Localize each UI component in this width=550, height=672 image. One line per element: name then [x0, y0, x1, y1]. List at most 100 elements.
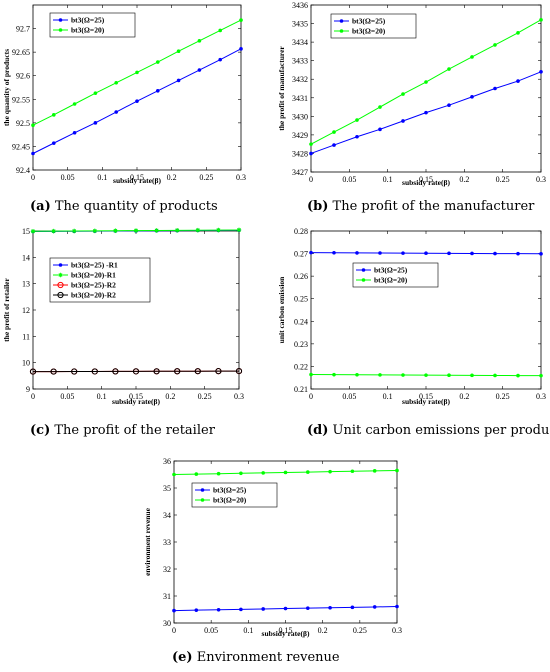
chart-e-series-0-point: [194, 608, 199, 612]
chart-a-series-0-point: [52, 141, 56, 145]
chart-d-ylabel: unit carbon emission: [277, 276, 286, 344]
chart-c-legend-marker: [58, 272, 63, 278]
chart-c-series-1-point: [174, 228, 180, 233]
chart-c-series-3-point: [50, 368, 57, 375]
chart-c-series-1-point: [236, 227, 242, 233]
chart-d-series-1-point: [401, 373, 405, 377]
chart-panel-d: 0 0.05 0.1 0.15 0.2 0.25 0.3 0.21 0.22 0.23 0.24 0.…: [275, 226, 550, 446]
chart-b-legend-label: bt3(Ω=20): [352, 27, 386, 36]
chart-d-series-1-point: [332, 372, 336, 377]
chart-b-legend-marker: [339, 19, 344, 23]
chart-e-legend-label: bt3(Ω=25): [213, 486, 247, 495]
chart-e-series-0-point: [328, 605, 332, 610]
chart-c-xtick-label: 0.1: [97, 392, 107, 401]
chart-d-plot: 0 0.05 0.1 0.15 0.2 0.25 0.3 0.21 0.22 0.23 0.24 0.…: [277, 227, 546, 406]
chart-d-series-1-point: [447, 373, 451, 378]
chart-b-series-0-point: [516, 79, 520, 83]
chart-d-ytick-label: 0.24: [294, 317, 308, 326]
chart-c-series-1-point: [133, 228, 139, 233]
chart-c-series-3-point: [29, 368, 37, 375]
chart-e-ytick-label: 33: [163, 538, 171, 547]
chart-e-series-0-point: [239, 607, 243, 612]
chart-a-plot: 0 0.05 0.1 0.15 0.2 0.25 0.3 92.4 92.45 92.5 92.55…: [2, 4, 246, 185]
chart-c-frame: [32, 230, 240, 390]
chart-d-series-0-point: [424, 251, 428, 256]
chart-b-series-0-point: [493, 86, 497, 91]
chart-d-ytick-label: 0.26: [294, 272, 308, 281]
chart-d-series-0-point: [332, 250, 336, 255]
chart-e-series-1-point: [395, 468, 399, 473]
chart-e-xtick-label: 0.1: [243, 626, 253, 635]
chart-e-caption-letter: (e): [172, 650, 193, 665]
chart-a-legend-marker: [58, 18, 63, 22]
chart-d-ytick-label: 0.28: [294, 227, 308, 236]
chart-a-ytick-label: 92.5: [16, 119, 30, 128]
chart-c-caption: (c) The profit of the retailer: [30, 423, 215, 438]
chart-c-legend-label: bt3(Ω=20)-R2: [71, 291, 116, 300]
chart-b-series-0-point: [355, 134, 359, 139]
chart-a-series-0-point: [114, 110, 118, 114]
chart-b-series-1-point: [309, 142, 313, 146]
chart-d-series-0-point: [447, 251, 451, 256]
chart-b-ytick-label: 3427: [292, 168, 308, 177]
chart-d-caption-letter: (d): [307, 423, 329, 438]
chart-e-xtick-label: 0.25: [353, 626, 367, 635]
chart-a-legend-label: bt3(Ω=20): [71, 26, 105, 35]
chart-d-series-0-point: [470, 251, 474, 256]
chart-c-series-1-point: [216, 227, 221, 233]
chart-b-series-1-point: [493, 43, 497, 47]
chart-c-series-1-point: [195, 227, 201, 233]
chart-e-series-1-point: [306, 470, 310, 474]
chart-b-ytick-label: 3430: [292, 112, 308, 121]
chart-b-legend: [330, 13, 417, 39]
chart-b-xtick-label: 0.05: [342, 175, 356, 184]
chart-c-xtick-label: 0.25: [198, 392, 212, 401]
chart-b-xtick-label: 0.1: [383, 175, 393, 184]
chart-b-ytick-label: 3428: [292, 149, 308, 158]
chart-a-caption-text: The quantity of products: [50, 199, 218, 214]
chart-b-xtick-label: 0.2: [459, 175, 469, 184]
chart-a-series-0-point: [156, 89, 160, 93]
chart-e-ytick-label: 36: [163, 457, 171, 466]
chart-d-caption: (d) Unit carbon emissions per product: [307, 423, 550, 438]
chart-b-series-0-point: [401, 119, 405, 123]
chart-c-series-3-point: [215, 368, 222, 375]
chart-c-caption-letter: (c): [30, 423, 51, 438]
chart-e-ytick-label: 31: [163, 592, 171, 601]
chart-e-xtick-label: 0: [172, 626, 176, 635]
chart-d-series-1-point: [493, 373, 497, 378]
chart-b-series-1-point: [516, 31, 520, 35]
chart-d-series-1-point: [470, 373, 474, 378]
chart-a-series-1-point: [93, 91, 98, 95]
chart-e-xtick-label: 0.2: [318, 626, 328, 635]
chart-a-legend: [49, 12, 136, 38]
chart-d-series-1-point: [378, 373, 382, 377]
chart-c-xlabel: subsidy rate(β): [112, 397, 160, 406]
chart-c-ytick-label: 11: [22, 332, 30, 341]
chart-d-series-1-point: [424, 373, 428, 377]
chart-b-series-0-point: [332, 143, 336, 147]
chart-d-legend-marker: [361, 278, 366, 282]
chart-b-xlabel: subsidy rate(β): [402, 178, 450, 187]
chart-d-series-0-point: [309, 250, 313, 255]
chart-e-series-1-point: [350, 469, 355, 474]
chart-d-series-1-point: [539, 373, 543, 378]
chart-panel-c: 0 0.05 0.1 0.15 0.2 0.25 0.3 9 10 11 12 13 14 15 subsi…: [0, 226, 275, 446]
chart-b-series-1-point: [401, 92, 405, 96]
chart-b-caption-letter: (b): [307, 199, 329, 214]
chart-c-ytick-label: 13: [22, 280, 30, 289]
chart-a-series-1-point: [197, 39, 202, 43]
chart-a-series-1-point: [31, 123, 35, 128]
chart-b-series-1-point: [378, 105, 382, 109]
chart-e-series-1-point: [194, 472, 199, 476]
chart-d-series-0-point: [378, 251, 382, 255]
chart-c-xtick-label: 0.05: [60, 392, 74, 401]
chart-d-series-1-point: [355, 372, 359, 377]
chart-b-ytick-label: 3435: [292, 20, 308, 29]
chart-a-xtick-label: 0.2: [167, 173, 177, 182]
chart-a-series-0-point: [176, 78, 181, 83]
chart-d-legend-label: bt3(Ω=20): [374, 276, 408, 285]
chart-b-series-1-point: [332, 130, 336, 134]
chart-c-legend-label: bt3(Ω=20)-R1: [71, 271, 116, 280]
